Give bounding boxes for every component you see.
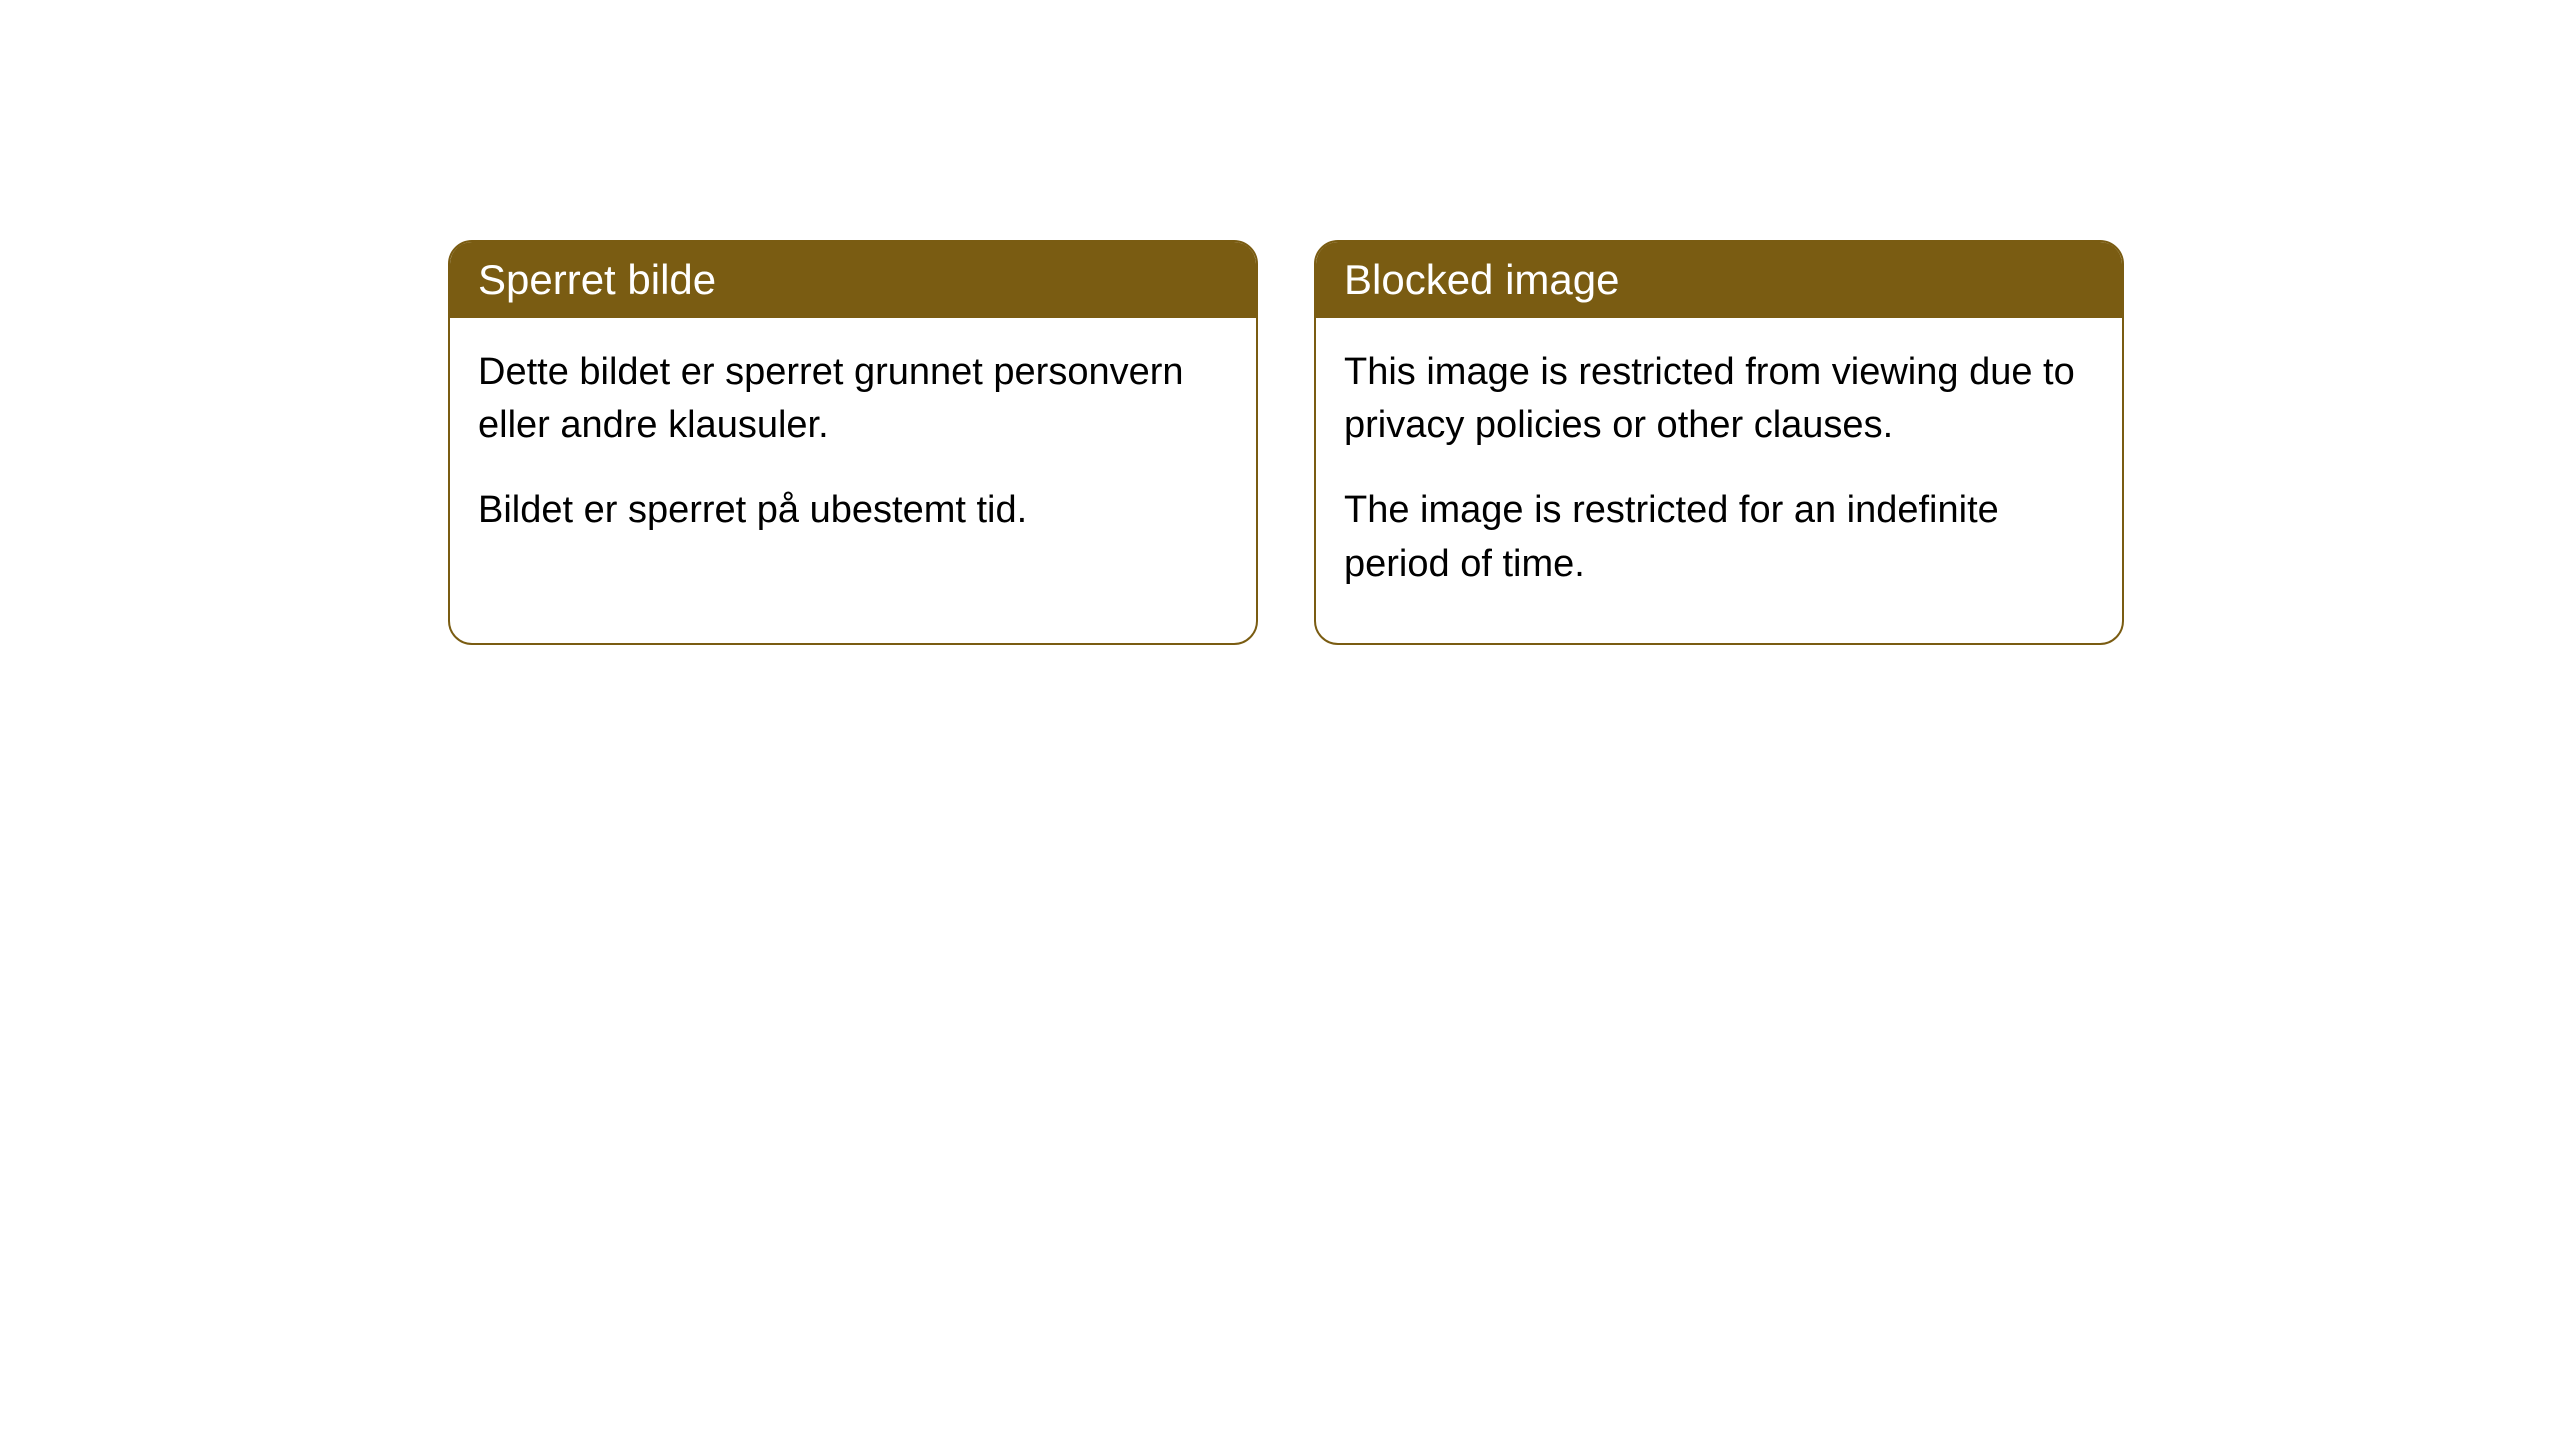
card-paragraph: This image is restricted from viewing du…: [1344, 346, 2094, 452]
blocked-image-card-english: Blocked image This image is restricted f…: [1314, 240, 2124, 645]
card-title: Blocked image: [1344, 256, 1619, 303]
card-paragraph: Dette bildet er sperret grunnet personve…: [478, 346, 1228, 452]
card-header: Sperret bilde: [450, 242, 1256, 318]
blocked-image-card-norwegian: Sperret bilde Dette bildet er sperret gr…: [448, 240, 1258, 645]
card-paragraph: The image is restricted for an indefinit…: [1344, 484, 2094, 590]
card-header: Blocked image: [1316, 242, 2122, 318]
card-body: Dette bildet er sperret grunnet personve…: [450, 318, 1256, 590]
card-body: This image is restricted from viewing du…: [1316, 318, 2122, 643]
cards-container: Sperret bilde Dette bildet er sperret gr…: [448, 240, 2124, 645]
card-title: Sperret bilde: [478, 256, 716, 303]
card-paragraph: Bildet er sperret på ubestemt tid.: [478, 484, 1228, 537]
